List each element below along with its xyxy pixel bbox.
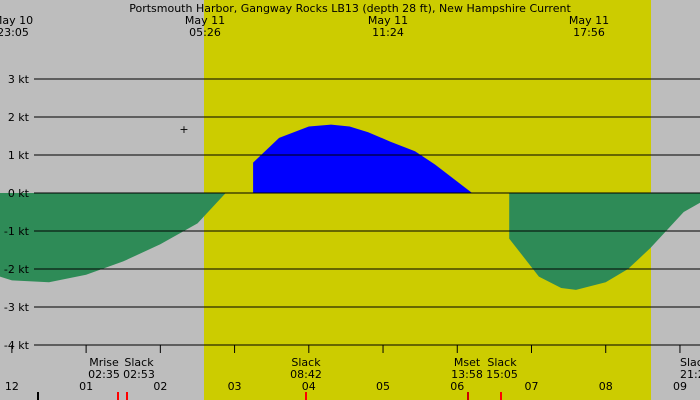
hour-tick-label-5: 04	[302, 380, 316, 393]
top-time-label-2: 05:26	[189, 26, 221, 39]
top-time-label-1: 23:05	[0, 26, 29, 39]
event-time-2: 02:53	[123, 368, 155, 381]
event-label-slack-2: Slack	[291, 356, 321, 369]
event-label-slack-3: Slack	[487, 356, 517, 369]
event-time-3: 08:42	[290, 368, 322, 381]
y-tick-label-3: 0 kt	[8, 187, 30, 200]
top-date-label-2: May 11	[185, 14, 225, 27]
hour-tick-label-9: 08	[599, 380, 613, 393]
y-tick-label-2: 1 kt	[8, 149, 30, 162]
event-time-4: 13:58	[451, 368, 483, 381]
event-label-mset: Mset	[454, 356, 481, 369]
hour-tick-label-7: 06	[450, 380, 464, 393]
event-time-5: 15:05	[486, 368, 518, 381]
hour-tick-label-4: 03	[228, 380, 242, 393]
hour-axis: 12 01 02 03 04 05 06 07 08 09	[5, 345, 687, 393]
top-time-label-4: 17:56	[573, 26, 605, 39]
y-tick-label-1: 2 kt	[8, 111, 30, 124]
y-tick-label-6: -3 kt	[4, 301, 30, 314]
ebb-area-2	[509, 193, 700, 290]
top-date-label-3: May 11	[368, 14, 408, 27]
y-tick-label-5: -2 kt	[4, 263, 30, 276]
y-axis-labels: 3 kt 2 kt 1 kt 0 kt -1 kt -2 kt -3 kt -4 kt	[4, 73, 30, 352]
moonset-marker	[467, 392, 469, 400]
y-tick-label-4: -1 kt	[4, 225, 30, 238]
y-tick-label-7: -4 kt	[4, 339, 30, 352]
chart-title: Portsmouth Harbor, Gangway Rocks LB13 (d…	[129, 2, 571, 15]
event-time-6: 21:2	[680, 368, 700, 381]
midnight-marker	[37, 392, 39, 400]
top-date-label-1: May 10	[0, 14, 33, 27]
ebb-area-0	[0, 193, 226, 283]
event-time-1: 02:35	[88, 368, 120, 381]
event-label-slack-1: Slack	[124, 356, 154, 369]
hour-tick-label-2: 01	[79, 380, 93, 393]
max-flood-marker: +	[179, 123, 188, 136]
hour-tick-label-3: 02	[153, 380, 167, 393]
flood-area-1	[253, 124, 473, 193]
hour-tick-label-6: 05	[376, 380, 390, 393]
y-tick-label-0: 3 kt	[8, 73, 30, 86]
hour-tick-label-10: 09	[673, 380, 687, 393]
top-time-label-3: 11:24	[372, 26, 404, 39]
moonrise-marker	[117, 392, 119, 400]
event-label-slack-4: Slac	[680, 356, 700, 369]
slack-marker-2	[305, 392, 307, 400]
event-markers	[37, 392, 502, 400]
gridlines	[34, 78, 700, 346]
current-area-layer	[0, 124, 700, 290]
hour-tick-label-8: 07	[524, 380, 538, 393]
slack-marker-3	[500, 392, 502, 400]
hour-tick-label-1: 12	[5, 380, 19, 393]
slack-marker-1	[126, 392, 128, 400]
event-label-mrise: Mrise	[89, 356, 119, 369]
top-date-label-4: May 11	[569, 14, 609, 27]
